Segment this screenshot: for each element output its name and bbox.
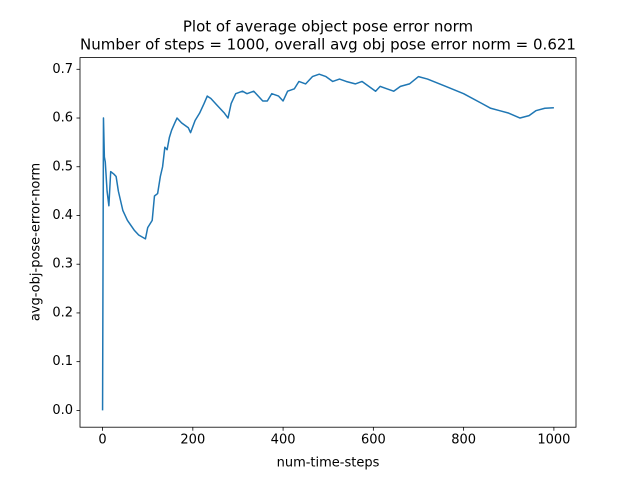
chart-subtitle: Number of steps = 1000, overall avg obj … [80, 36, 576, 54]
plot-frame [79, 57, 577, 428]
y-axis-label: avg-obj-pose-error-norm [29, 163, 44, 321]
data-line [101, 73, 554, 411]
x-axis-label: num-time-steps [277, 456, 380, 471]
x-tick-label: 600 [361, 433, 386, 448]
y-tick-label: 0.2 [52, 305, 73, 320]
y-tick-label: 0.4 [52, 208, 73, 223]
y-tick-label: 0.6 [52, 111, 73, 126]
x-tick-label: 400 [271, 433, 296, 448]
y-tick-label: 0.7 [52, 62, 73, 77]
x-tick-label: 0 [98, 433, 106, 448]
y-tick-label: 0.3 [52, 257, 73, 272]
chart-title: Plot of average object pose error norm [183, 18, 473, 36]
x-tick-label: 1000 [537, 433, 570, 448]
y-tick-label: 0.1 [52, 354, 73, 369]
y-tick-label: 0.0 [52, 403, 73, 418]
x-tick-label: 200 [180, 433, 205, 448]
x-tick-label: 800 [451, 433, 476, 448]
y-tick-label: 0.5 [52, 159, 73, 174]
